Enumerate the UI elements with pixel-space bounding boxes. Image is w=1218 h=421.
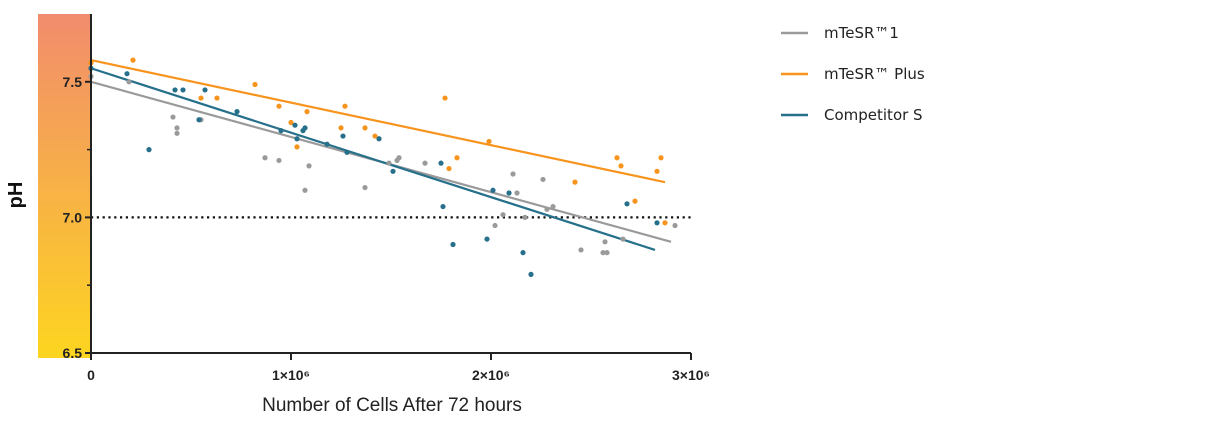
data-point-series-1 — [338, 125, 344, 131]
data-point-series-1 — [294, 144, 300, 150]
data-point-series-1 — [342, 103, 348, 109]
data-point-series-0 — [492, 222, 498, 229]
data-point-series-1 — [288, 119, 294, 126]
data-point-series-2 — [490, 187, 496, 193]
data-point-series-2 — [654, 220, 660, 226]
legend-label: Competitor S — [824, 106, 923, 124]
data-point-series-0 — [306, 163, 312, 169]
data-point-series-2 — [344, 149, 350, 155]
data-point-series-0 — [500, 212, 506, 218]
data-point-series-0 — [540, 176, 546, 183]
data-point-series-1 — [614, 155, 620, 161]
x-tick-label: 2×10⁶ — [472, 367, 510, 383]
data-point-series-2 — [180, 87, 186, 93]
y-tick-label: 6.5 — [63, 345, 83, 361]
data-point-series-0 — [170, 114, 176, 120]
legend-label: mTeSR™1 — [824, 24, 899, 42]
data-point-series-2 — [292, 122, 298, 128]
data-point-series-1 — [304, 109, 310, 115]
data-point-series-0 — [672, 222, 678, 229]
data-point-series-1 — [486, 138, 492, 145]
data-point-series-1 — [362, 125, 368, 131]
data-point-series-1 — [454, 155, 460, 161]
data-point-series-0 — [276, 157, 282, 164]
data-point-series-0 — [620, 236, 626, 242]
data-point-series-2 — [196, 117, 202, 123]
data-point-series-2 — [440, 203, 446, 210]
data-point-series-0 — [126, 79, 132, 85]
ph-color-gradient-bar — [38, 14, 91, 358]
data-point-series-0 — [422, 160, 428, 166]
data-point-series-0 — [396, 155, 402, 161]
data-point-series-0 — [386, 160, 392, 166]
data-point-series-2 — [376, 136, 382, 142]
data-point-series-0 — [522, 214, 528, 220]
data-point-series-2 — [450, 241, 456, 248]
data-point-series-2 — [438, 160, 444, 166]
data-point-series-1 — [276, 103, 282, 109]
data-point-series-2 — [484, 236, 490, 242]
data-point-series-2 — [624, 201, 630, 207]
data-point-series-2 — [202, 87, 208, 93]
data-point-series-1 — [252, 81, 258, 88]
data-point-series-2 — [506, 190, 512, 196]
trend-line-series-2 — [90, 67, 656, 251]
data-point-series-0 — [544, 206, 550, 212]
data-point-series-0 — [302, 187, 308, 193]
data-point-series-1 — [446, 165, 452, 172]
y-tick-label: 7.5 — [63, 74, 83, 90]
data-point-series-0 — [174, 125, 180, 131]
data-point-series-1 — [632, 198, 638, 204]
legend: mTeSR™1 mTeSR™ Plus Competitor S — [781, 24, 925, 124]
data-point-series-2 — [520, 250, 526, 256]
data-point-series-1 — [130, 57, 136, 63]
x-tick-label: 3×10⁶ — [672, 367, 710, 383]
data-point-series-1 — [442, 95, 448, 101]
data-point-series-2 — [146, 147, 152, 153]
trend-line-series-1 — [90, 59, 666, 184]
data-point-series-2 — [172, 87, 178, 93]
data-point-series-2 — [390, 168, 396, 174]
legend-label: mTeSR™ Plus — [824, 65, 925, 83]
data-point-series-2 — [294, 136, 300, 142]
data-point-series-0 — [550, 203, 556, 210]
data-point-series-1 — [654, 168, 660, 174]
data-point-series-1 — [618, 163, 624, 169]
data-point-series-2 — [340, 133, 346, 139]
data-point-series-0 — [578, 247, 584, 253]
data-point-series-0 — [604, 250, 610, 256]
y-tick-label: 7.0 — [63, 209, 83, 225]
data-point-series-0 — [600, 250, 606, 256]
x-tick-label: 1×10⁶ — [272, 367, 310, 383]
data-point-series-2 — [324, 141, 330, 147]
data-point-series-1 — [662, 220, 668, 226]
data-point-series-0 — [174, 130, 180, 136]
data-point-series-1 — [372, 133, 378, 139]
data-point-series-2 — [124, 71, 130, 77]
x-tick-label: 0 — [87, 367, 95, 383]
data-point-series-0 — [602, 239, 608, 245]
data-point-series-0 — [362, 184, 368, 191]
data-point-series-0 — [514, 190, 520, 196]
data-point-series-0 — [262, 155, 268, 161]
data-point-series-1 — [658, 155, 664, 161]
data-point-series-2 — [278, 128, 284, 134]
x-axis-title: Number of Cells After 72 hours — [262, 395, 522, 416]
data-point-series-2 — [234, 109, 240, 115]
data-point-series-1 — [572, 179, 578, 185]
data-point-series-1 — [214, 95, 220, 101]
data-point-series-2 — [302, 125, 308, 131]
y-axis-title: pH — [5, 182, 27, 209]
data-point-series-1 — [198, 95, 204, 101]
data-point-series-2 — [528, 271, 534, 277]
data-point-series-0 — [510, 171, 516, 177]
